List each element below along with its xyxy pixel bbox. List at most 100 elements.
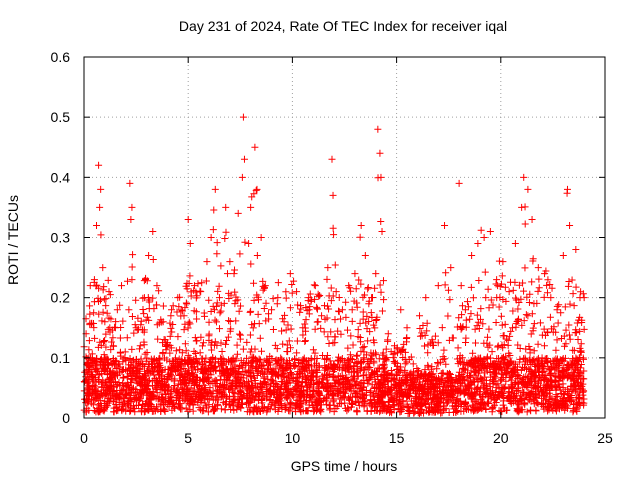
data-point <box>455 179 463 187</box>
data-point <box>381 374 389 382</box>
data-point <box>524 185 532 193</box>
data-point <box>543 328 551 336</box>
x-tick-label: 10 <box>285 430 301 446</box>
data-point <box>364 337 372 345</box>
data-point <box>232 297 240 305</box>
data-point <box>148 403 156 411</box>
data-point <box>253 185 261 193</box>
data-point <box>113 386 121 394</box>
data-point <box>268 306 276 314</box>
data-point <box>510 393 518 401</box>
data-point <box>441 378 449 386</box>
data-point <box>336 372 344 380</box>
data-point <box>331 333 339 341</box>
data-point <box>199 377 207 385</box>
data-point <box>340 386 348 394</box>
data-point <box>184 324 192 332</box>
data-point <box>266 382 274 390</box>
data-point <box>121 391 129 399</box>
data-point <box>100 351 108 359</box>
data-point <box>237 388 245 396</box>
data-point <box>225 358 233 366</box>
data-point <box>319 352 327 360</box>
data-point <box>92 378 100 386</box>
data-point <box>566 335 574 343</box>
data-point <box>530 300 538 308</box>
data-point <box>357 347 365 355</box>
data-point <box>180 326 188 334</box>
data-point <box>540 293 548 301</box>
data-point <box>122 357 130 365</box>
data-point <box>435 396 443 404</box>
data-point <box>568 276 576 284</box>
data-point <box>528 310 536 318</box>
data-point <box>360 354 368 362</box>
data-point <box>455 376 463 384</box>
data-point <box>311 282 319 290</box>
data-point <box>177 392 185 400</box>
data-point <box>514 315 522 323</box>
data-point <box>132 355 140 363</box>
data-point <box>482 376 490 384</box>
data-point <box>399 404 407 412</box>
data-point <box>398 391 406 399</box>
data-point <box>149 255 157 263</box>
data-point <box>555 377 563 385</box>
data-point <box>441 221 449 229</box>
data-point <box>213 299 221 307</box>
data-point <box>275 403 283 411</box>
data-point <box>90 362 98 370</box>
data-point <box>287 400 295 408</box>
data-point <box>188 371 196 379</box>
data-point <box>382 345 390 353</box>
data-point <box>416 332 424 340</box>
data-point <box>525 342 533 350</box>
data-point <box>526 356 534 364</box>
data-point <box>217 384 225 392</box>
data-point <box>379 349 387 357</box>
data-point <box>196 382 204 390</box>
data-point <box>372 270 380 278</box>
data-point <box>193 381 201 389</box>
data-point <box>105 314 113 322</box>
data-point <box>425 409 433 417</box>
data-point <box>440 346 448 354</box>
data-point <box>418 402 426 410</box>
data-point <box>102 295 110 303</box>
data-point <box>353 368 361 376</box>
data-point <box>576 371 584 379</box>
data-point <box>186 388 194 396</box>
data-point <box>418 395 426 403</box>
data-point <box>253 251 261 259</box>
data-point <box>223 394 231 402</box>
data-point <box>96 203 104 211</box>
data-point <box>389 350 397 358</box>
data-point <box>507 327 515 335</box>
data-point <box>580 395 588 403</box>
data-point <box>337 315 345 323</box>
data-point <box>559 402 567 410</box>
data-point <box>157 400 165 408</box>
data-point <box>102 330 110 338</box>
data-point <box>344 378 352 386</box>
data-point <box>234 209 242 217</box>
data-point <box>521 203 529 211</box>
data-point <box>358 379 366 387</box>
data-point <box>394 368 402 376</box>
data-point <box>396 408 404 416</box>
data-point <box>196 376 204 384</box>
data-point <box>166 349 174 357</box>
data-point <box>282 381 290 389</box>
data-point <box>193 373 201 381</box>
data-point <box>579 354 587 362</box>
data-point <box>102 343 110 351</box>
data-point <box>477 305 485 313</box>
data-point <box>209 407 217 415</box>
data-point <box>235 330 243 338</box>
data-point <box>145 252 153 260</box>
data-point <box>125 395 133 403</box>
data-point <box>251 379 259 387</box>
data-point <box>483 339 491 347</box>
data-point <box>256 334 264 342</box>
data-point <box>91 334 99 342</box>
